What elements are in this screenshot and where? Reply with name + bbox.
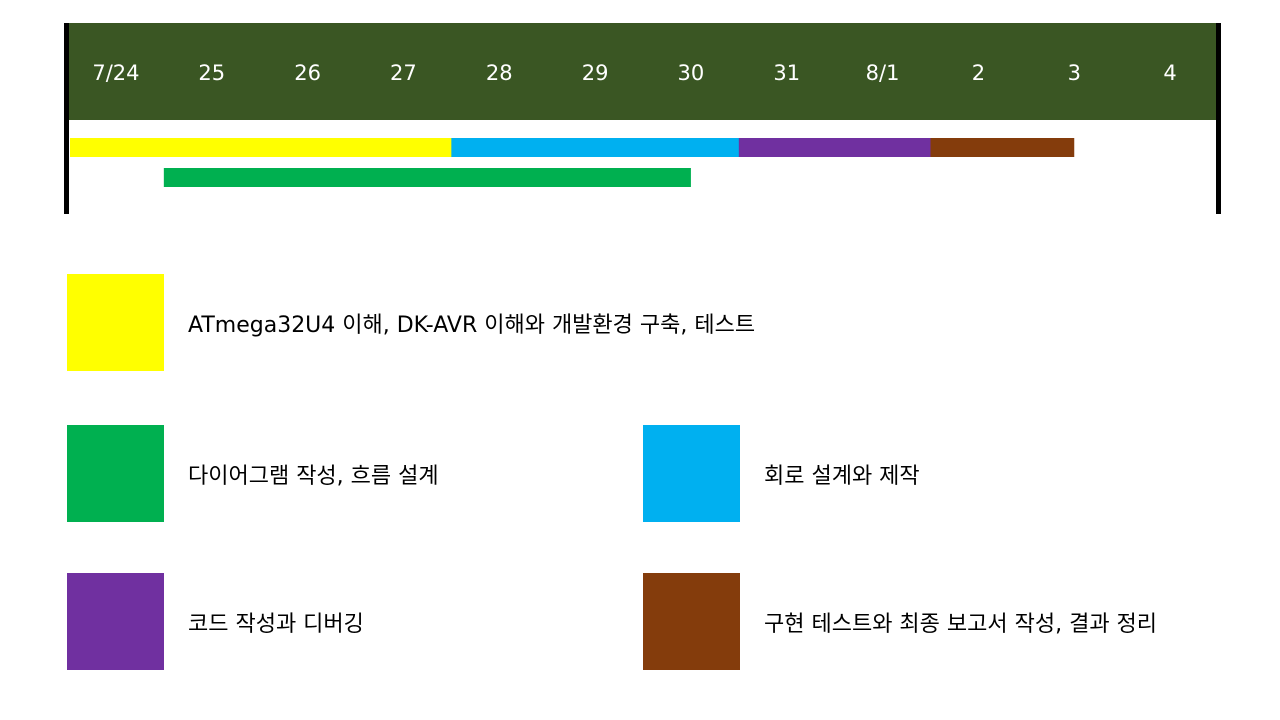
task-bar-5 <box>930 138 1075 157</box>
legend-label: 코드 작성과 디버깅 <box>188 611 364 637</box>
legend-item: 구현 테스트와 최종 보고서 작성, 결과 정리 <box>643 573 1157 670</box>
legend-swatch <box>67 274 164 371</box>
date-label: 26 <box>294 61 321 85</box>
chart-right-edge <box>1216 23 1221 214</box>
date-label: 27 <box>390 61 417 85</box>
date-label: 25 <box>198 61 225 85</box>
legend-item: ATmega32U4 이해, DK-AVR 이해와 개발환경 구축, 테스트 <box>67 274 755 371</box>
task-bar-2 <box>163 168 691 187</box>
date-labels: 7/24 25 26 27 28 29 30 31 8/1 2 3 4 <box>92 61 1176 85</box>
legend-swatch <box>643 425 740 522</box>
legend-label: 구현 테스트와 최종 보고서 작성, 결과 정리 <box>764 611 1158 637</box>
legend-swatch <box>67 573 164 670</box>
task-bars <box>70 138 1075 187</box>
date-label: 3 <box>1068 61 1081 85</box>
legend-swatch <box>67 425 164 522</box>
date-label: 8/1 <box>866 61 900 85</box>
task-bar-4 <box>738 138 979 157</box>
chart-left-edge <box>64 23 69 214</box>
date-label: 29 <box>582 61 609 85</box>
gantt-chart: 7/24 25 26 27 28 29 30 31 8/1 2 3 4 <box>64 23 1221 214</box>
date-label: 2 <box>972 61 985 85</box>
legend-swatch <box>643 573 740 670</box>
date-label: 31 <box>773 61 800 85</box>
task-bar-1 <box>70 138 500 157</box>
legend-label: 다이어그램 작성, 흐름 설계 <box>188 463 439 489</box>
date-label: 30 <box>678 61 705 85</box>
legend-item: 코드 작성과 디버깅 <box>67 573 364 670</box>
legend-label: 회로 설계와 제작 <box>764 463 920 489</box>
task-bar-3 <box>451 138 787 157</box>
date-label: 7/24 <box>92 61 139 85</box>
timeline-header <box>68 23 1218 120</box>
legend-label: ATmega32U4 이해, DK-AVR 이해와 개발환경 구축, 테스트 <box>188 312 756 338</box>
legend-item: 회로 설계와 제작 <box>643 425 920 522</box>
date-label: 4 <box>1163 61 1176 85</box>
legend-item: 다이어그램 작성, 흐름 설계 <box>67 425 439 522</box>
date-label: 28 <box>486 61 513 85</box>
